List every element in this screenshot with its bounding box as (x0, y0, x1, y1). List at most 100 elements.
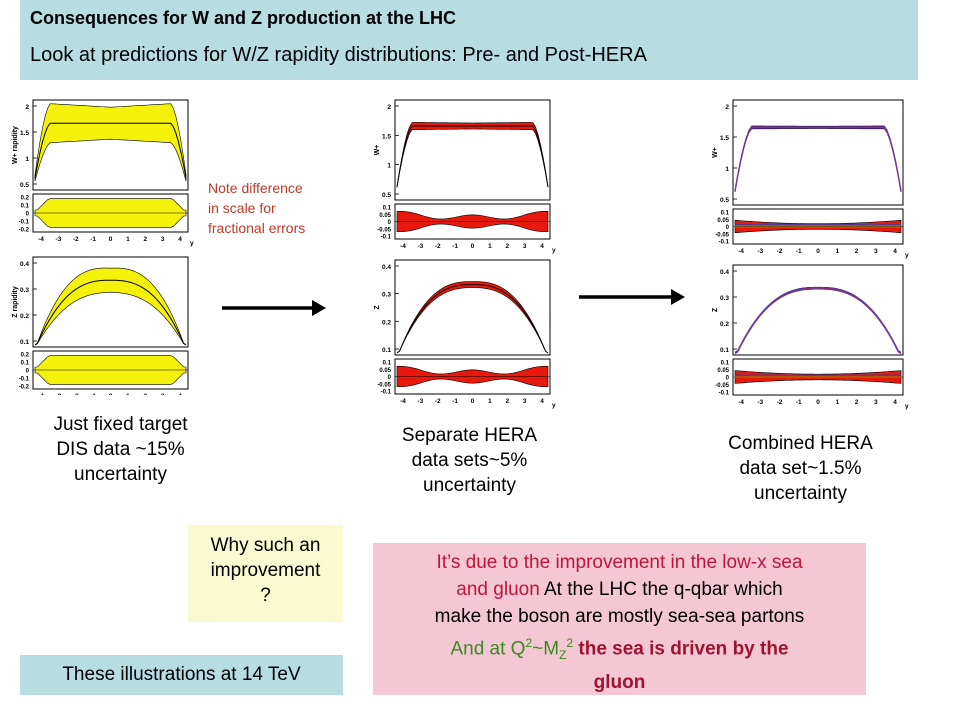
central-curve (734, 287, 902, 353)
x-tick-label: -4 (38, 393, 44, 395)
x-tick-label: -3 (55, 393, 61, 395)
x-tick-label: -1 (796, 399, 802, 406)
y-tick-label: 0.1 (382, 347, 391, 354)
central-curve (396, 125, 549, 187)
explanation-box: It’s due to the improvement in the low-x… (373, 543, 866, 695)
y-axis-label: Z (712, 307, 719, 312)
fixed-w-panel: 2 1.5 1 0.5 W+ rapidity 0.2 0.1 0 -0.1 -0.2 -4 -3 -2… (12, 99, 194, 247)
x-tick-label: 2 (143, 393, 147, 395)
uncertainty-band (34, 103, 187, 182)
error-y-tick-label: -0.2 (19, 385, 30, 391)
x-axis-label: y (190, 240, 194, 247)
error-y-tick-label: 0 (26, 369, 30, 375)
error-y-tick-label: -0.1 (719, 391, 730, 397)
caption-line: Separate HERA (401, 425, 538, 446)
slide-subtitle: Look at predictions for W/Z rapidity dis… (30, 44, 647, 66)
explanation-text: the sea is driven by the (573, 638, 789, 660)
error-y-tick-label: 0.05 (717, 218, 729, 224)
error-y-tick-label: -0.05 (715, 232, 729, 238)
x-axis-label: y (905, 403, 909, 410)
combined-z-panel: 0.40.30.20.1Z0.10.050-0.05-0.1-4 -3 -2 -1 0 1… (712, 264, 909, 410)
why-line: Why such an (210, 535, 321, 556)
x-tick-label: -2 (777, 399, 783, 406)
explanation-line: And at Q2~MZ2 the sea is driven by the (373, 630, 866, 669)
x-tick-label: 1 (835, 248, 839, 255)
x-tick-label: 2 (143, 236, 147, 243)
error-y-tick-label: 0 (26, 212, 30, 218)
separate-w-panel: 21.510.5W+0.10.050-0.05-0.1-4 -3 -2 -1 0 1 2 3 4… (374, 99, 556, 254)
explanation-text: At the LHC the q-qbar which (539, 579, 783, 600)
x-tick-label: 3 (874, 399, 878, 406)
x-tick-label: -2 (777, 248, 783, 255)
error-y-tick-label: 0.1 (721, 361, 730, 367)
x-tick-label: -1 (796, 248, 802, 255)
x-tick-label: -2 (73, 236, 79, 243)
x-tick-label: -2 (73, 393, 79, 395)
uncertainty-band (34, 267, 187, 346)
x-tick-label: -4 (738, 248, 744, 255)
x-axis-label: y (552, 402, 556, 409)
scale-note-line: Note difference (208, 180, 303, 196)
explanation-text: And at Q (450, 638, 526, 660)
uncertainty-band (396, 122, 549, 188)
error-y-tick-label: 0.1 (383, 361, 392, 367)
scale-note-line: in scale for (208, 200, 276, 216)
x-tick-label: 2 (505, 243, 509, 250)
x-tick-label: 0 (816, 399, 820, 406)
error-y-tick-label: 0.1 (21, 361, 30, 367)
x-tick-label: 4 (893, 399, 897, 406)
y-tick-label: 1 (725, 166, 729, 173)
y-tick-label: 0.3 (720, 295, 729, 302)
x-tick-label: 1 (488, 398, 492, 405)
y-tick-label: 1 (387, 163, 391, 170)
error-y-tick-label: 0 (726, 376, 730, 382)
y-tick-label: 0.4 (720, 269, 729, 276)
y-tick-label: 1.5 (382, 133, 391, 140)
x-tick-label: 4 (178, 236, 182, 243)
combined-w-panel: 21.510.5W+0.10.050-0.05-0.1-4 -3 -2 -1 0 1 2 3 4… (712, 99, 909, 259)
x-tick-label: -1 (452, 243, 458, 250)
plot-frame (394, 259, 551, 356)
x-tick-label: 3 (161, 393, 165, 395)
scale-note-line: fractional errors (208, 220, 306, 236)
x-tick-label: 2 (505, 398, 509, 405)
caption-line: uncertainty (74, 464, 167, 485)
error-y-tick-label: 0.2 (21, 196, 30, 202)
caption-line: Just fixed target (53, 414, 188, 435)
slide-header: Consequences for W and Z production at t… (20, 0, 918, 80)
central-curve (734, 127, 902, 192)
y-tick-label: 0.3 (20, 287, 29, 294)
why-line: ? (260, 585, 271, 606)
separate-hera-plots: 21.510.5W+0.10.050-0.05-0.1-4 -3 -2 -1 0 1 2 3 4… (374, 99, 556, 409)
caption-line: uncertainty (754, 483, 847, 504)
x-tick-label: -4 (400, 243, 406, 250)
x-tick-label: 2 (855, 248, 859, 255)
x-tick-label: 3 (523, 243, 527, 250)
x-tick-label: -4 (738, 399, 744, 406)
y-tick-label: 2 (387, 104, 391, 111)
y-axis-label: W+ rapidity (12, 126, 19, 164)
uncertainty-band (734, 286, 902, 354)
x-tick-label: 1 (488, 243, 492, 250)
x-tick-label: -4 (400, 398, 406, 405)
separate-hera-caption: Separate HERA data sets~5% uncertainty (372, 423, 567, 498)
y-tick-label: 0.5 (720, 197, 729, 204)
y-tick-label: 0.5 (20, 182, 29, 189)
explanation-text: and gluon (456, 579, 540, 600)
fixed-z-panel: 0.40.30.20.1Z rapidity0.20.10-0.1-0.2-4-… (12, 256, 189, 395)
x-tick-label: -1 (90, 236, 96, 243)
caption-line: uncertainty (423, 475, 516, 496)
x-tick-label: 0 (471, 398, 475, 405)
superscript: 2 (566, 636, 574, 650)
why-line: improvement (210, 560, 321, 581)
y-tick-label: 2 (25, 104, 29, 111)
y-tick-label: 0.4 (382, 264, 391, 271)
y-tick-label: 0.2 (382, 319, 391, 326)
x-tick-label: 2 (855, 399, 859, 406)
y-tick-label: 0.2 (720, 321, 729, 328)
caption-line: data sets~5% (411, 450, 528, 471)
y-tick-label: 0.2 (20, 313, 29, 320)
y-tick-label: 1.5 (720, 135, 729, 142)
y-tick-label: 0.1 (20, 339, 29, 346)
error-y-tick-label: -0.1 (19, 377, 30, 383)
